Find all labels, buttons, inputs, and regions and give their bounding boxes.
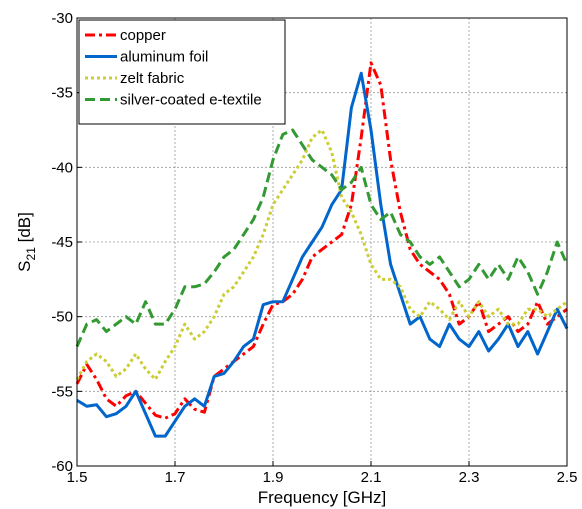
y-tick-label: -40 [51, 159, 73, 176]
x-tick-label: 2.3 [459, 469, 480, 486]
x-axis-label: Frequency [GHz] [258, 488, 387, 507]
legend-label: zelt fabric [120, 70, 185, 87]
y-tick-label: -35 [51, 85, 73, 102]
series-line [75, 61, 568, 420]
y-label-main: S [15, 260, 34, 271]
series-line [75, 128, 569, 348]
x-tick-label: 1.7 [165, 469, 186, 486]
y-tick-label: -55 [51, 383, 73, 400]
y-tick-label: -60 [51, 458, 73, 475]
legend-label: silver-coated e-textile [120, 92, 262, 109]
plot-frame [76, 17, 568, 467]
legend-label: copper [120, 27, 166, 44]
y-tick-label: -50 [51, 309, 73, 326]
x-tick-label: 2.1 [361, 469, 382, 486]
y-label-sub: 21 [24, 247, 38, 261]
series-line [76, 71, 569, 438]
series-line [75, 128, 568, 381]
legend-box [78, 19, 286, 125]
x-tick-label: 1.9 [263, 469, 284, 486]
y-tick-label: -45 [51, 234, 73, 251]
legend-label: aluminum foil [120, 49, 208, 66]
x-tick-label: 1.5 [67, 469, 88, 486]
y-tick-label: -30 [51, 10, 73, 27]
y-axis-label: S21 [dB] [15, 212, 38, 272]
x-tick-label: 2.5 [557, 469, 578, 486]
y-label-unit: [dB] [15, 212, 34, 247]
